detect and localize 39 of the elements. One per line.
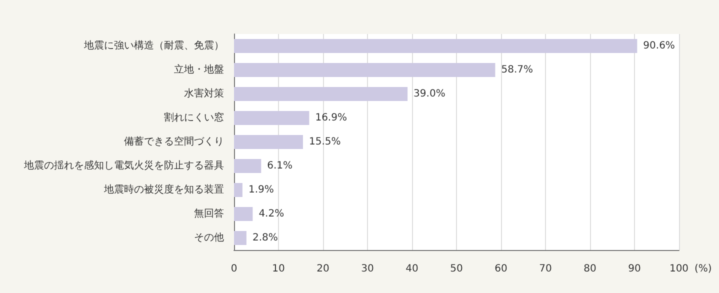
data-label: 58.7%: [501, 64, 533, 76]
y-tick-label: 無回答: [194, 208, 224, 220]
x-tick-label: 80: [584, 264, 596, 274]
bar: [234, 111, 310, 125]
x-tick-label: 30: [361, 264, 374, 274]
x-tick-label: 40: [406, 264, 418, 274]
y-tick-label: 地震に強い構造（耐震、免震）: [83, 40, 224, 52]
x-tick-label: 0: [230, 264, 238, 274]
x-tick-label: 70: [539, 264, 552, 274]
bar: [234, 207, 253, 221]
bar: [234, 183, 242, 197]
bar: [234, 87, 408, 101]
y-tick-label: その他: [194, 232, 224, 244]
data-label: 15.5%: [308, 136, 341, 148]
x-axis-title: (%): [694, 264, 712, 274]
data-label: 4.2%: [258, 208, 284, 220]
data-label: 16.9%: [315, 112, 347, 124]
bar: [234, 159, 262, 173]
data-label: 6.1%: [267, 160, 293, 172]
x-tick-label: 90: [628, 264, 641, 274]
x-tick-label: 50: [450, 264, 463, 274]
x-tick-label: 100: [669, 264, 689, 274]
y-tick-label: 地震の揺れを感知し電気火災を防止する器具: [23, 160, 224, 172]
data-label: 2.8%: [252, 232, 278, 244]
y-tick-label: 割れにくい窓: [164, 112, 224, 124]
data-label: 1.9%: [248, 184, 274, 196]
x-tick-label: 60: [494, 264, 508, 274]
y-tick-label: 水害対策: [184, 88, 224, 100]
x-tick-label: 10: [272, 264, 285, 274]
bar: [234, 231, 246, 245]
y-tick-label: 地震時の被災度を知る装置: [103, 184, 224, 196]
y-tick-label: 立地・地盤: [174, 64, 224, 76]
data-label: 90.6%: [643, 40, 675, 52]
bar: [234, 135, 303, 149]
x-tick-label: 20: [316, 264, 330, 274]
bar: [234, 39, 638, 53]
y-tick-label: 備蓄できる空間づくり: [124, 136, 224, 148]
bar: [234, 63, 496, 77]
data-label: 39.0%: [414, 88, 446, 100]
